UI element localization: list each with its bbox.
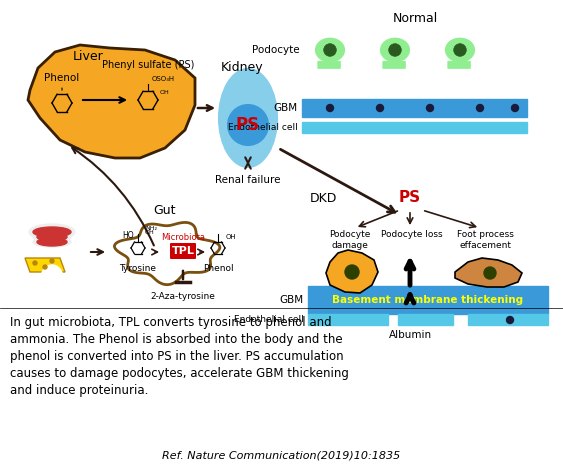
Text: Podocyte: Podocyte	[252, 45, 300, 55]
Text: GBM: GBM	[274, 103, 298, 113]
Circle shape	[324, 44, 336, 56]
Text: Foot process
effacement: Foot process effacement	[457, 230, 513, 250]
FancyBboxPatch shape	[308, 314, 388, 325]
Text: Phenol: Phenol	[203, 264, 233, 273]
Text: Podocyte loss: Podocyte loss	[381, 230, 443, 239]
Text: OSO₃H: OSO₃H	[152, 76, 175, 82]
Text: Liver: Liver	[73, 51, 104, 64]
Text: 2-Aza-tyrosine: 2-Aza-tyrosine	[150, 292, 216, 301]
Ellipse shape	[29, 224, 75, 240]
FancyBboxPatch shape	[398, 314, 453, 325]
FancyBboxPatch shape	[302, 99, 527, 117]
Text: Albumin: Albumin	[388, 330, 432, 340]
Text: PS: PS	[236, 116, 260, 134]
Text: Endothelial cell: Endothelial cell	[234, 315, 304, 325]
FancyBboxPatch shape	[336, 61, 341, 68]
FancyBboxPatch shape	[302, 122, 527, 133]
FancyBboxPatch shape	[468, 314, 548, 325]
FancyBboxPatch shape	[392, 61, 396, 68]
Text: Phenyl sulfate (PS): Phenyl sulfate (PS)	[102, 60, 194, 70]
Ellipse shape	[445, 38, 475, 62]
Text: Phenol: Phenol	[44, 73, 79, 83]
FancyBboxPatch shape	[457, 61, 462, 68]
Ellipse shape	[316, 38, 345, 62]
Circle shape	[476, 104, 484, 111]
Text: Endothelial cell: Endothelial cell	[228, 124, 298, 133]
Circle shape	[50, 259, 54, 263]
Text: OH: OH	[226, 234, 236, 240]
Ellipse shape	[33, 232, 71, 242]
Circle shape	[377, 104, 383, 111]
FancyBboxPatch shape	[448, 61, 453, 68]
FancyBboxPatch shape	[327, 61, 332, 68]
Ellipse shape	[37, 233, 67, 241]
Text: PS: PS	[399, 191, 421, 205]
FancyBboxPatch shape	[331, 61, 336, 68]
Ellipse shape	[33, 237, 71, 247]
Ellipse shape	[381, 38, 409, 62]
Text: Tyrosine: Tyrosine	[119, 264, 157, 273]
Circle shape	[228, 105, 268, 145]
Polygon shape	[28, 45, 195, 158]
Text: Basement membrane thickening: Basement membrane thickening	[332, 295, 524, 305]
Polygon shape	[25, 258, 65, 272]
Text: HO: HO	[122, 231, 134, 241]
Polygon shape	[114, 222, 220, 285]
Text: Microbiota: Microbiota	[161, 234, 205, 243]
Circle shape	[327, 104, 333, 111]
Circle shape	[454, 44, 466, 56]
FancyBboxPatch shape	[461, 61, 466, 68]
Text: Podocyte
damage: Podocyte damage	[329, 230, 370, 250]
Text: OH: OH	[145, 229, 155, 235]
Circle shape	[507, 317, 513, 323]
Text: Renal failure: Renal failure	[215, 175, 281, 185]
Text: Kidney: Kidney	[221, 61, 263, 75]
FancyBboxPatch shape	[170, 243, 196, 259]
FancyBboxPatch shape	[466, 61, 471, 68]
Text: Normal: Normal	[392, 12, 437, 25]
Polygon shape	[455, 258, 522, 287]
Text: Gut: Gut	[154, 203, 176, 217]
Polygon shape	[326, 250, 378, 293]
FancyBboxPatch shape	[452, 61, 457, 68]
FancyBboxPatch shape	[322, 61, 327, 68]
FancyBboxPatch shape	[308, 286, 548, 314]
Text: Ref. Nature Communication(2019)10:1835: Ref. Nature Communication(2019)10:1835	[162, 450, 401, 460]
Text: DKD: DKD	[310, 192, 337, 204]
Ellipse shape	[41, 265, 63, 291]
Text: GBM: GBM	[280, 295, 304, 305]
Circle shape	[484, 267, 496, 279]
Text: OH: OH	[160, 90, 170, 94]
FancyBboxPatch shape	[401, 61, 405, 68]
Text: TPL: TPL	[172, 246, 194, 256]
FancyBboxPatch shape	[387, 61, 392, 68]
Circle shape	[388, 44, 401, 56]
Circle shape	[427, 104, 434, 111]
Circle shape	[345, 265, 359, 279]
Circle shape	[512, 104, 519, 111]
FancyBboxPatch shape	[318, 61, 323, 68]
FancyBboxPatch shape	[383, 61, 387, 68]
Ellipse shape	[33, 227, 71, 237]
Circle shape	[33, 261, 37, 265]
Ellipse shape	[37, 238, 67, 246]
Circle shape	[43, 265, 47, 269]
Text: NH₂: NH₂	[145, 226, 157, 230]
Text: In gut microbiota, TPL converts tyrosine to phenol and
ammonia. The Phenol is ab: In gut microbiota, TPL converts tyrosine…	[10, 316, 349, 397]
FancyBboxPatch shape	[396, 61, 401, 68]
Ellipse shape	[219, 69, 277, 167]
